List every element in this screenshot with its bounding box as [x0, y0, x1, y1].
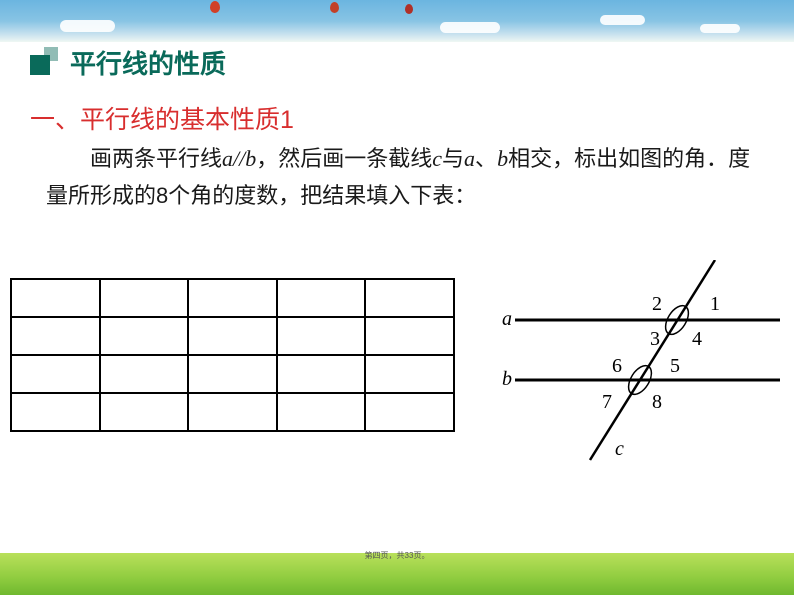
cloud	[600, 15, 645, 25]
var-a: a	[464, 146, 475, 171]
angle-3: 3	[650, 328, 660, 350]
angle-4: 4	[692, 328, 702, 350]
table-row	[11, 393, 454, 431]
slide-title: 平行线的性质	[70, 44, 226, 81]
cloud	[60, 20, 115, 32]
table-row	[11, 317, 454, 355]
table-row	[11, 279, 454, 317]
var-c: c	[432, 146, 442, 171]
angle-8: 8	[652, 391, 662, 413]
balloon-icon	[330, 2, 339, 13]
angle-7: 7	[602, 391, 612, 413]
angle-1: 1	[710, 293, 720, 315]
text-run: ，然后画一条截线	[256, 146, 432, 171]
cloud	[440, 22, 500, 33]
angle-table	[10, 278, 455, 432]
text-run: 、	[475, 146, 497, 171]
body-paragraph: 画两条平行线a//b，然后画一条截线c与a、b相交，标出如图的角．度量所形成的8…	[46, 140, 754, 215]
sky-decoration	[0, 0, 794, 42]
var-b: b	[497, 146, 508, 171]
label-c: c	[615, 438, 624, 460]
expr-a-par-b: a//b	[222, 146, 256, 171]
slide-title-bar: 平行线的性质	[30, 44, 226, 81]
angle-5: 5	[670, 355, 680, 377]
cloud	[700, 24, 740, 33]
balloon-icon	[210, 1, 220, 13]
label-a: a	[502, 308, 512, 330]
parallel-lines-diagram: a b c 1 2 3 4 5 6 7 8	[480, 260, 780, 490]
table-row	[11, 355, 454, 393]
title-bullet-icon	[30, 47, 62, 79]
text-run: 与	[442, 146, 464, 171]
label-b: b	[502, 368, 512, 390]
text-run: 画两条平行线	[90, 146, 222, 171]
angle-6: 6	[612, 355, 622, 377]
balloon-icon	[405, 4, 413, 14]
page-footer: 第四页，共33页。	[365, 550, 430, 561]
section-heading: 一、平行线的基本性质1	[30, 100, 294, 136]
angle-2: 2	[652, 293, 662, 315]
